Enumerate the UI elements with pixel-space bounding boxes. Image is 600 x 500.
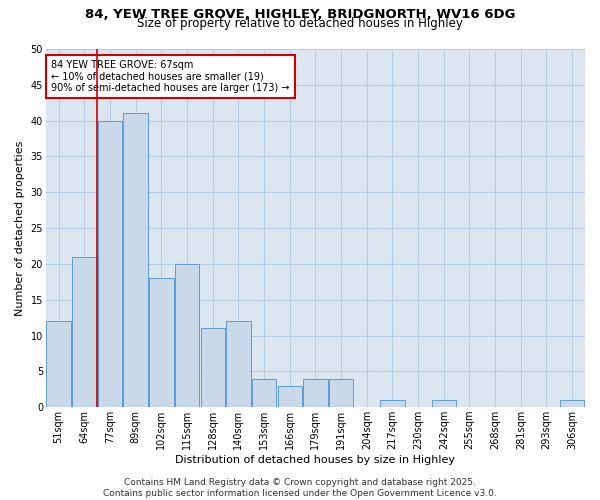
Text: Contains HM Land Registry data © Crown copyright and database right 2025.
Contai: Contains HM Land Registry data © Crown c…: [103, 478, 497, 498]
Bar: [124, 114, 148, 407]
X-axis label: Distribution of detached houses by size in Highley: Distribution of detached houses by size …: [175, 455, 455, 465]
Bar: [98, 120, 122, 407]
Bar: [278, 386, 302, 407]
Bar: [431, 400, 456, 407]
Y-axis label: Number of detached properties: Number of detached properties: [15, 140, 25, 316]
Bar: [72, 256, 97, 407]
Bar: [560, 400, 584, 407]
Bar: [175, 264, 199, 407]
Bar: [149, 278, 173, 407]
Bar: [380, 400, 404, 407]
Bar: [200, 328, 225, 407]
Bar: [226, 321, 251, 407]
Bar: [303, 378, 328, 407]
Text: 84 YEW TREE GROVE: 67sqm
← 10% of detached houses are smaller (19)
90% of semi-d: 84 YEW TREE GROVE: 67sqm ← 10% of detach…: [51, 60, 290, 93]
Bar: [252, 378, 276, 407]
Bar: [329, 378, 353, 407]
Text: 84, YEW TREE GROVE, HIGHLEY, BRIDGNORTH, WV16 6DG: 84, YEW TREE GROVE, HIGHLEY, BRIDGNORTH,…: [85, 8, 515, 20]
Bar: [46, 321, 71, 407]
Text: Size of property relative to detached houses in Highley: Size of property relative to detached ho…: [137, 18, 463, 30]
